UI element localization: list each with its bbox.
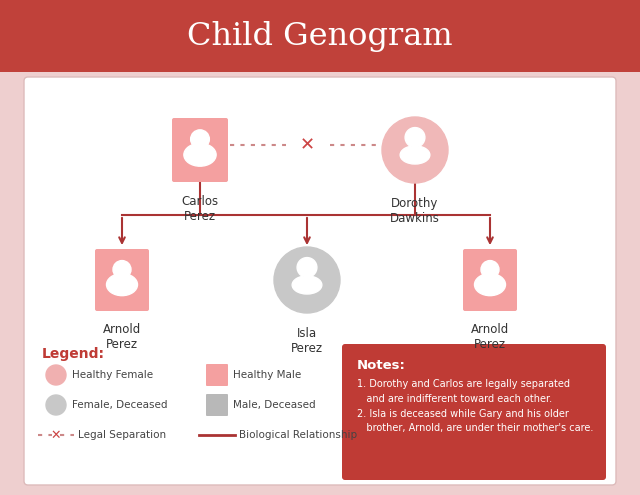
- Circle shape: [297, 257, 317, 277]
- Circle shape: [46, 365, 66, 385]
- FancyBboxPatch shape: [24, 77, 616, 485]
- Ellipse shape: [106, 274, 138, 296]
- Text: Female, Deceased: Female, Deceased: [72, 400, 168, 410]
- Text: Healthy Male: Healthy Male: [233, 370, 301, 380]
- Bar: [0, 0, 640, 72]
- Circle shape: [46, 395, 66, 415]
- Ellipse shape: [474, 274, 506, 296]
- Ellipse shape: [292, 276, 322, 294]
- FancyBboxPatch shape: [206, 394, 228, 416]
- Circle shape: [113, 260, 131, 279]
- Circle shape: [481, 260, 499, 279]
- Text: Healthy Female: Healthy Female: [72, 370, 153, 380]
- Circle shape: [191, 130, 209, 148]
- Circle shape: [274, 247, 340, 313]
- Text: Notes:: Notes:: [357, 359, 406, 372]
- Text: Dorothy
Dawkins: Dorothy Dawkins: [390, 197, 440, 225]
- FancyBboxPatch shape: [172, 118, 228, 182]
- Text: Isla
Perez: Isla Perez: [291, 327, 323, 355]
- Text: Legal Separation: Legal Separation: [78, 430, 166, 440]
- FancyBboxPatch shape: [463, 249, 517, 311]
- Text: Arnold
Perez: Arnold Perez: [103, 323, 141, 351]
- Text: Male, Deceased: Male, Deceased: [233, 400, 316, 410]
- Text: Biological Relationship: Biological Relationship: [239, 430, 357, 440]
- Text: Carlos
Perez: Carlos Perez: [181, 195, 219, 223]
- FancyBboxPatch shape: [206, 364, 228, 386]
- Ellipse shape: [184, 144, 216, 166]
- Text: ✕: ✕: [51, 429, 61, 442]
- Circle shape: [405, 128, 425, 148]
- FancyBboxPatch shape: [342, 344, 606, 480]
- Circle shape: [382, 117, 448, 183]
- Text: Arnold
Perez: Arnold Perez: [471, 323, 509, 351]
- Text: 1. Dorothy and Carlos are legally separated
   and are indifferent toward each o: 1. Dorothy and Carlos are legally separa…: [357, 379, 593, 434]
- Ellipse shape: [400, 146, 430, 164]
- Text: ✕: ✕: [300, 136, 315, 154]
- Text: Child Genogram: Child Genogram: [187, 20, 453, 51]
- FancyBboxPatch shape: [95, 249, 149, 311]
- Text: Legend:: Legend:: [42, 347, 105, 361]
